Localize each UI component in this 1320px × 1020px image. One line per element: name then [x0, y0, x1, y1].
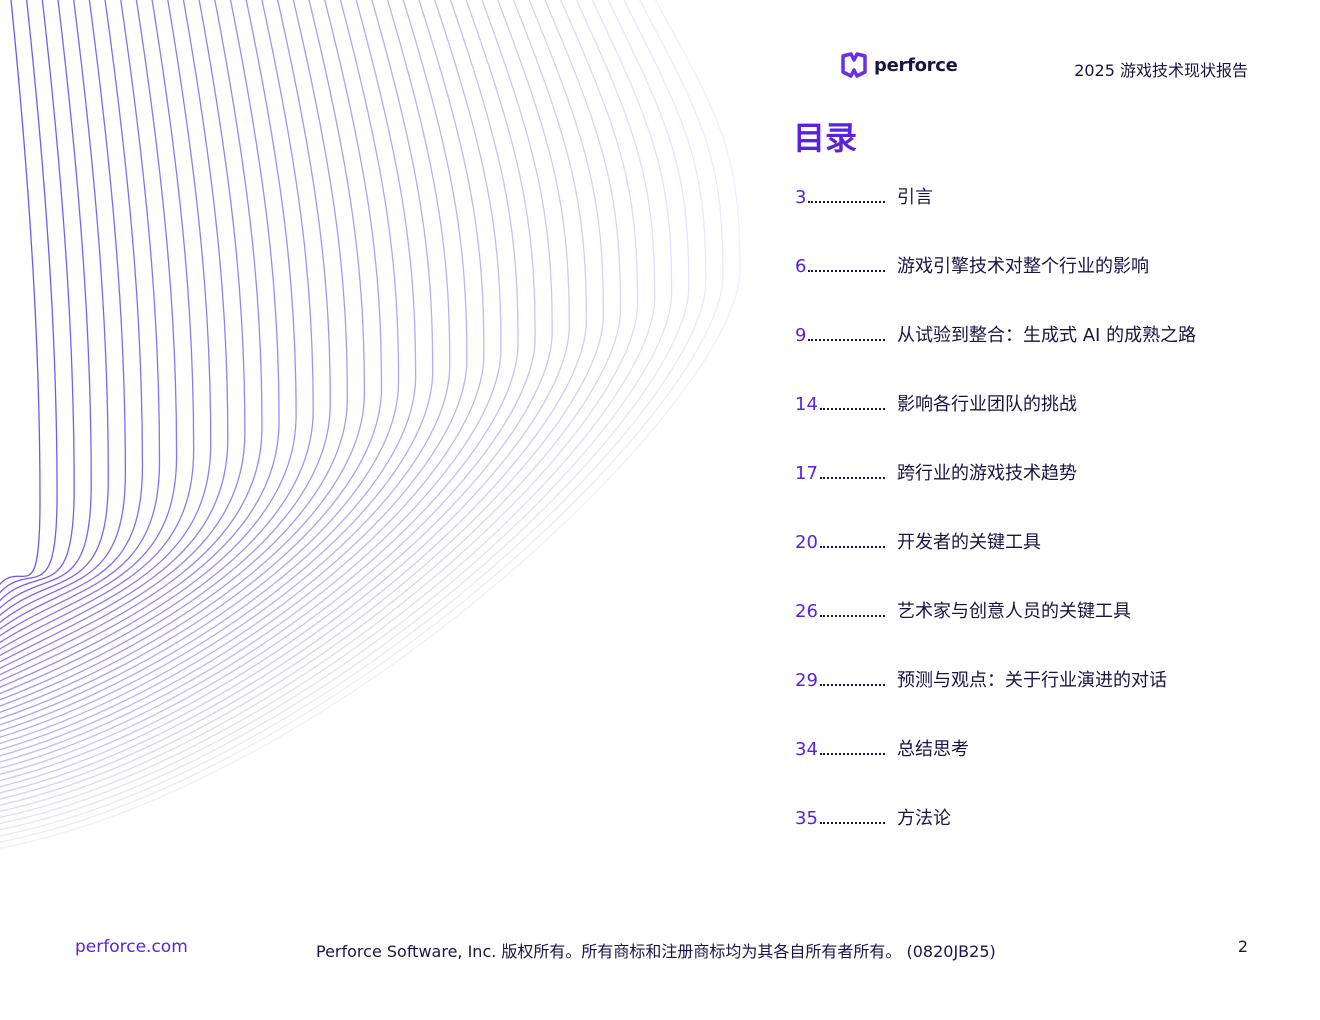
toc-entry-title: 艺术家与创意人员的关键工具 [897, 601, 1131, 622]
toc-page: 26 [795, 601, 818, 622]
deco-curve [0, 0, 502, 763]
dot-leader [808, 201, 885, 203]
report-title: 2025 游戏技术现状报告 [1074, 61, 1248, 80]
deco-curve [0, 0, 383, 720]
deco-curve [0, 0, 553, 782]
deco-curve [0, 0, 75, 602]
dot-leader [819, 546, 885, 548]
toc-page: 14 [795, 394, 818, 415]
deco-curve [0, 0, 331, 701]
toc-page: 3 [795, 187, 807, 208]
deco-curve [0, 0, 280, 682]
deco-curve [0, 0, 536, 775]
footer-url: perforce.com [75, 937, 188, 957]
dot-leader [819, 753, 885, 755]
deco-curve [0, 0, 212, 657]
deco-curve [0, 0, 690, 831]
toc-page: 6 [795, 256, 807, 277]
deco-curve [0, 0, 58, 594]
dot-leader [819, 477, 885, 479]
dot-leader [808, 270, 885, 272]
toc-page: 34 [795, 739, 818, 760]
deco-curve [0, 0, 348, 707]
toc-entry: 17 跨行业的游戏技术趋势 [795, 459, 1077, 485]
deco-curve [0, 0, 263, 676]
deco-curve [0, 0, 622, 806]
deco-curve [0, 0, 570, 788]
deco-curve [0, 0, 195, 650]
deco-curve [0, 0, 400, 726]
toc-entry: 9 从试验到整合：生成式 AI 的成熟之路 [795, 321, 1196, 347]
toc-entry-title: 影响各行业团队的挑战 [897, 394, 1077, 415]
deco-curve [0, 0, 109, 617]
deco-curve [0, 0, 673, 825]
deco-curve [0, 0, 741, 849]
toc-entry-title: 引言 [897, 187, 933, 208]
dot-leader [819, 684, 885, 686]
deco-curve [0, 0, 639, 812]
dot-leader [819, 615, 885, 617]
toc-page: 29 [795, 670, 818, 691]
dot-leader [819, 822, 885, 824]
toc-entry-title: 开发者的关键工具 [897, 532, 1041, 553]
deco-curve [0, 0, 41, 586]
deco-curve [0, 0, 297, 688]
toc-entry-title: 跨行业的游戏技术趋势 [897, 463, 1077, 484]
deco-curve [0, 0, 434, 738]
toc-page: 9 [795, 325, 807, 346]
deco-curve [0, 0, 127, 624]
deco-curve [0, 0, 468, 751]
deco-curve [0, 0, 519, 769]
deco-curve [0, 0, 229, 663]
logo: perforce [840, 52, 958, 78]
toc-entry-title: 从试验到整合：生成式 AI 的成熟之路 [897, 325, 1197, 346]
toc-entry: 14 影响各行业团队的挑战 [795, 390, 1077, 416]
deco-curve [0, 0, 144, 630]
deco-curve [0, 0, 417, 732]
copyright: Perforce Software, Inc. 版权所有。所有商标和注册商标均为… [316, 942, 996, 961]
toc-entry-title: 游戏引擎技术对整个行业的影响 [897, 256, 1149, 277]
toc-entry-title: 总结思考 [897, 739, 969, 760]
toc-page: 17 [795, 463, 818, 484]
logo-text: perforce [874, 54, 958, 76]
logo-icon [841, 52, 867, 78]
deco-curve [0, 0, 451, 744]
dot-leader [808, 339, 885, 341]
deco-curve [0, 0, 707, 837]
deco-curve [0, 0, 314, 695]
deco-curve [0, 0, 724, 843]
deco-curve [0, 0, 178, 644]
toc-page: 20 [795, 532, 818, 553]
toc-title: 目录 [793, 119, 858, 157]
decorative-lines [0, 0, 741, 849]
deco-curve [0, 0, 366, 713]
page-number: 2 [1237, 937, 1248, 956]
dot-leader [819, 408, 885, 410]
deco-curve [0, 0, 246, 669]
deco-curve [0, 0, 605, 800]
toc-entry: 3 引言 [795, 183, 933, 209]
toc-entry: 20 开发者的关键工具 [795, 528, 1041, 554]
deco-curve [0, 0, 485, 757]
deco-curve [0, 0, 161, 637]
toc-page: 35 [795, 808, 818, 829]
deco-curve [0, 0, 92, 609]
toc-entry: 34 总结思考 [795, 735, 969, 761]
toc-entry-title: 方法论 [897, 808, 951, 829]
toc-entry: 26 艺术家与创意人员的关键工具 [795, 597, 1131, 623]
toc-entry: 6 游戏引擎技术对整个行业的影响 [795, 252, 1149, 278]
toc-entry: 35 方法论 [795, 804, 951, 830]
deco-curve [0, 0, 656, 818]
deco-curve [0, 0, 587, 794]
toc-entry: 29 预测与观点：关于行业演进的对话 [795, 666, 1167, 692]
toc-entry-title: 预测与观点：关于行业演进的对话 [897, 670, 1167, 691]
